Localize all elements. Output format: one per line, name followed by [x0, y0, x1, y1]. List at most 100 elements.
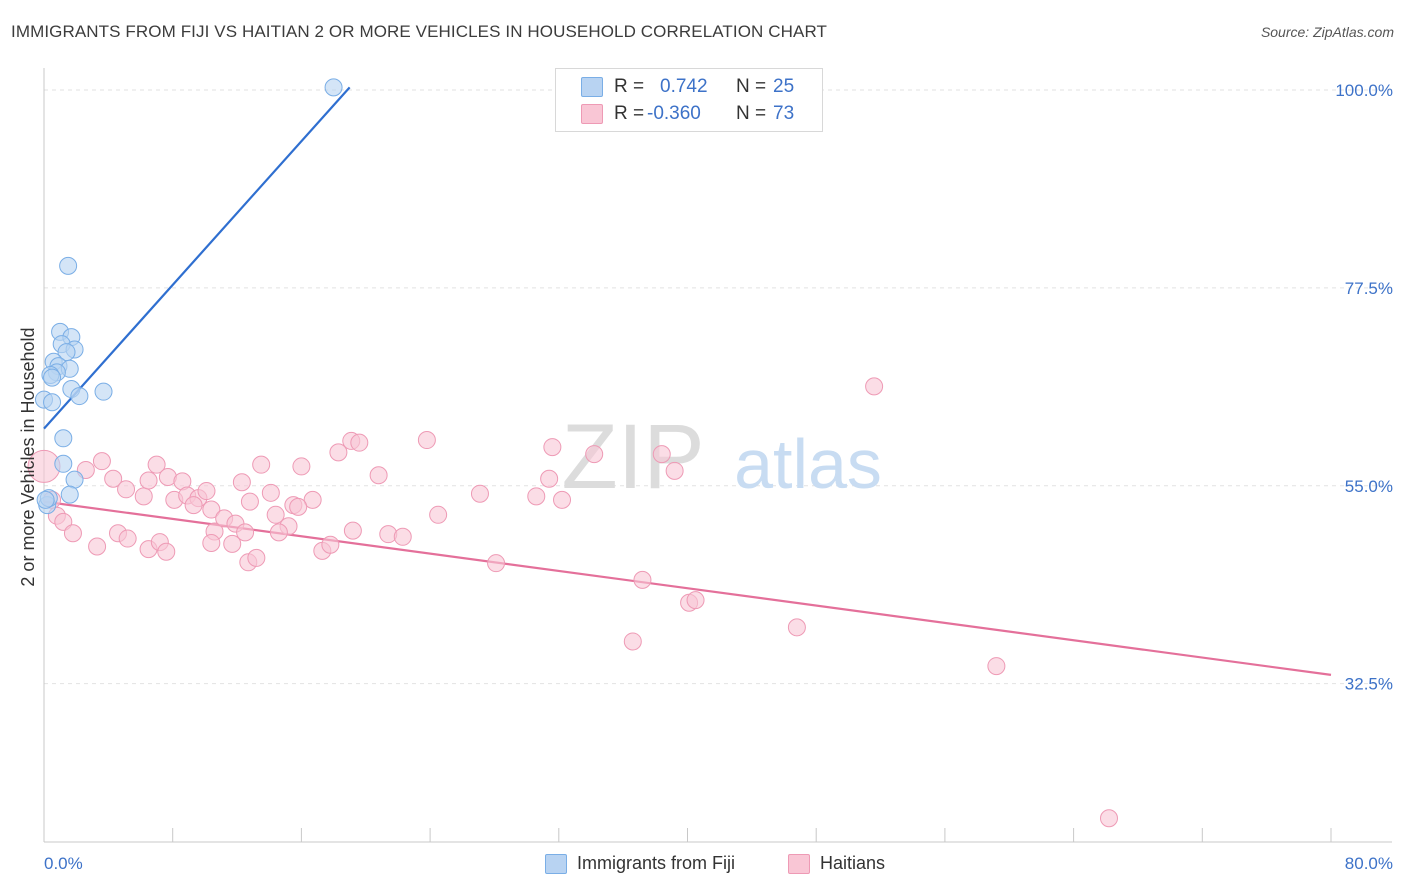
haitian-point	[134, 487, 153, 506]
haitian-point	[429, 505, 448, 524]
fiji-point	[36, 490, 55, 509]
haitian-point	[247, 548, 266, 567]
n-value: 25	[773, 76, 795, 97]
haitian-point	[147, 455, 166, 474]
haitian-point	[139, 471, 158, 490]
fiji-point	[54, 429, 73, 448]
grid-lines	[44, 89, 1392, 685]
haitian-point	[184, 496, 203, 515]
haitian-point	[652, 445, 671, 464]
haitian-point	[527, 487, 546, 506]
x-tick-label: 80.0%	[1345, 854, 1393, 873]
haitian-point	[553, 490, 572, 509]
haitian-point	[223, 534, 242, 553]
haitian-point	[202, 533, 221, 552]
haitian-point	[987, 657, 1006, 676]
haitian-point	[292, 457, 311, 476]
haitian-point	[487, 554, 506, 573]
legend-label-fiji: Immigrants from Fiji	[577, 853, 736, 873]
haitian-point	[633, 570, 652, 589]
legend-label-haitians: Haitians	[820, 853, 886, 873]
haitian-point	[543, 438, 562, 457]
fiji-swatch	[581, 77, 603, 97]
watermark-atlas: atlas	[734, 425, 882, 503]
stats-box: R = 0.742 N = 25 R = -0.360 N = 73	[555, 68, 823, 132]
haitian-point	[92, 452, 111, 471]
haitian-point	[63, 524, 82, 543]
haiti-swatch	[581, 104, 603, 124]
haitian-point	[261, 483, 280, 502]
fiji-point	[54, 454, 73, 473]
fiji-trend-line	[43, 86, 351, 430]
haitian-point	[369, 466, 388, 485]
r-label: R =	[614, 76, 645, 97]
fiji-point	[70, 387, 89, 406]
haitian-point	[269, 523, 288, 542]
r-label: R =	[614, 103, 645, 124]
trend-lines	[43, 86, 1332, 676]
r-value: -0.360	[647, 103, 701, 124]
r-value: 0.742	[660, 76, 708, 97]
y-axis-label: 2 or more Vehicles in Household	[18, 327, 38, 586]
n-label: N =	[736, 76, 767, 97]
haitian-point	[289, 497, 308, 516]
n-label: N =	[736, 103, 767, 124]
x-tick-label: 0.0%	[44, 854, 83, 873]
fiji-point	[324, 78, 343, 97]
fiji-legend-swatch	[545, 854, 567, 874]
source-label: Source: ZipAtlas.com	[1260, 24, 1394, 40]
haitian-point	[117, 480, 136, 499]
data-points	[27, 78, 1118, 828]
haitian-point	[470, 484, 489, 503]
stats-row-haiti: R = -0.360 N = 73	[556, 100, 822, 128]
y-tick-label: 100.0%	[1335, 81, 1393, 100]
haitian-point	[197, 482, 216, 501]
haitian-point	[1099, 809, 1118, 828]
haitian-point	[623, 632, 642, 651]
haitian-point	[252, 455, 271, 474]
fiji-point	[60, 485, 79, 504]
haitian-point	[393, 527, 412, 546]
haitian-point	[303, 490, 322, 509]
haitian-point	[686, 591, 705, 610]
haitian-point	[540, 469, 559, 488]
fiji-point	[94, 382, 113, 401]
fiji-point	[43, 368, 62, 387]
haiti-legend-swatch	[788, 854, 810, 874]
y-tick-label: 77.5%	[1345, 279, 1393, 298]
haitian-point	[232, 473, 251, 492]
haitian-point	[202, 500, 221, 519]
haitian-point	[240, 492, 259, 511]
stats-row-fiji: R = 0.742 N = 25	[556, 73, 822, 101]
axes	[43, 68, 1392, 843]
haitian-point	[417, 431, 436, 450]
haitian-point	[787, 618, 806, 637]
haitian-point	[157, 542, 176, 561]
haitian-point	[343, 521, 362, 540]
chart-title: IMMIGRANTS FROM FIJI VS HAITIAN 2 OR MOR…	[11, 22, 828, 41]
haitian-trend-line	[43, 500, 1332, 676]
haitian-point	[329, 443, 348, 462]
fiji-point	[43, 393, 62, 412]
watermark-zip: ZIP	[561, 406, 704, 508]
haitian-point	[88, 537, 107, 556]
haitian-point	[665, 461, 684, 480]
legend-item-haitians[interactable]: Haitians	[788, 852, 908, 876]
tick-labels: 100.0% 77.5% 55.0% 32.5% 0.0% 80.0%	[44, 81, 1393, 873]
haitian-point	[104, 469, 123, 488]
haitian-point	[350, 433, 369, 452]
haitian-point	[118, 529, 137, 548]
n-value: 73	[773, 103, 795, 124]
haitian-point	[321, 535, 340, 554]
watermark: ZIP atlas	[561, 406, 882, 508]
y-tick-label: 32.5%	[1345, 675, 1393, 694]
fiji-point	[59, 256, 78, 275]
fiji-point	[65, 470, 84, 489]
y-tick-label: 55.0%	[1345, 477, 1393, 496]
haitian-point	[236, 523, 255, 542]
haitian-point	[865, 377, 884, 396]
legend-item-fiji[interactable]: Immigrants from Fiji	[545, 852, 775, 876]
haitian-point	[266, 505, 285, 524]
haitian-point	[585, 445, 604, 464]
